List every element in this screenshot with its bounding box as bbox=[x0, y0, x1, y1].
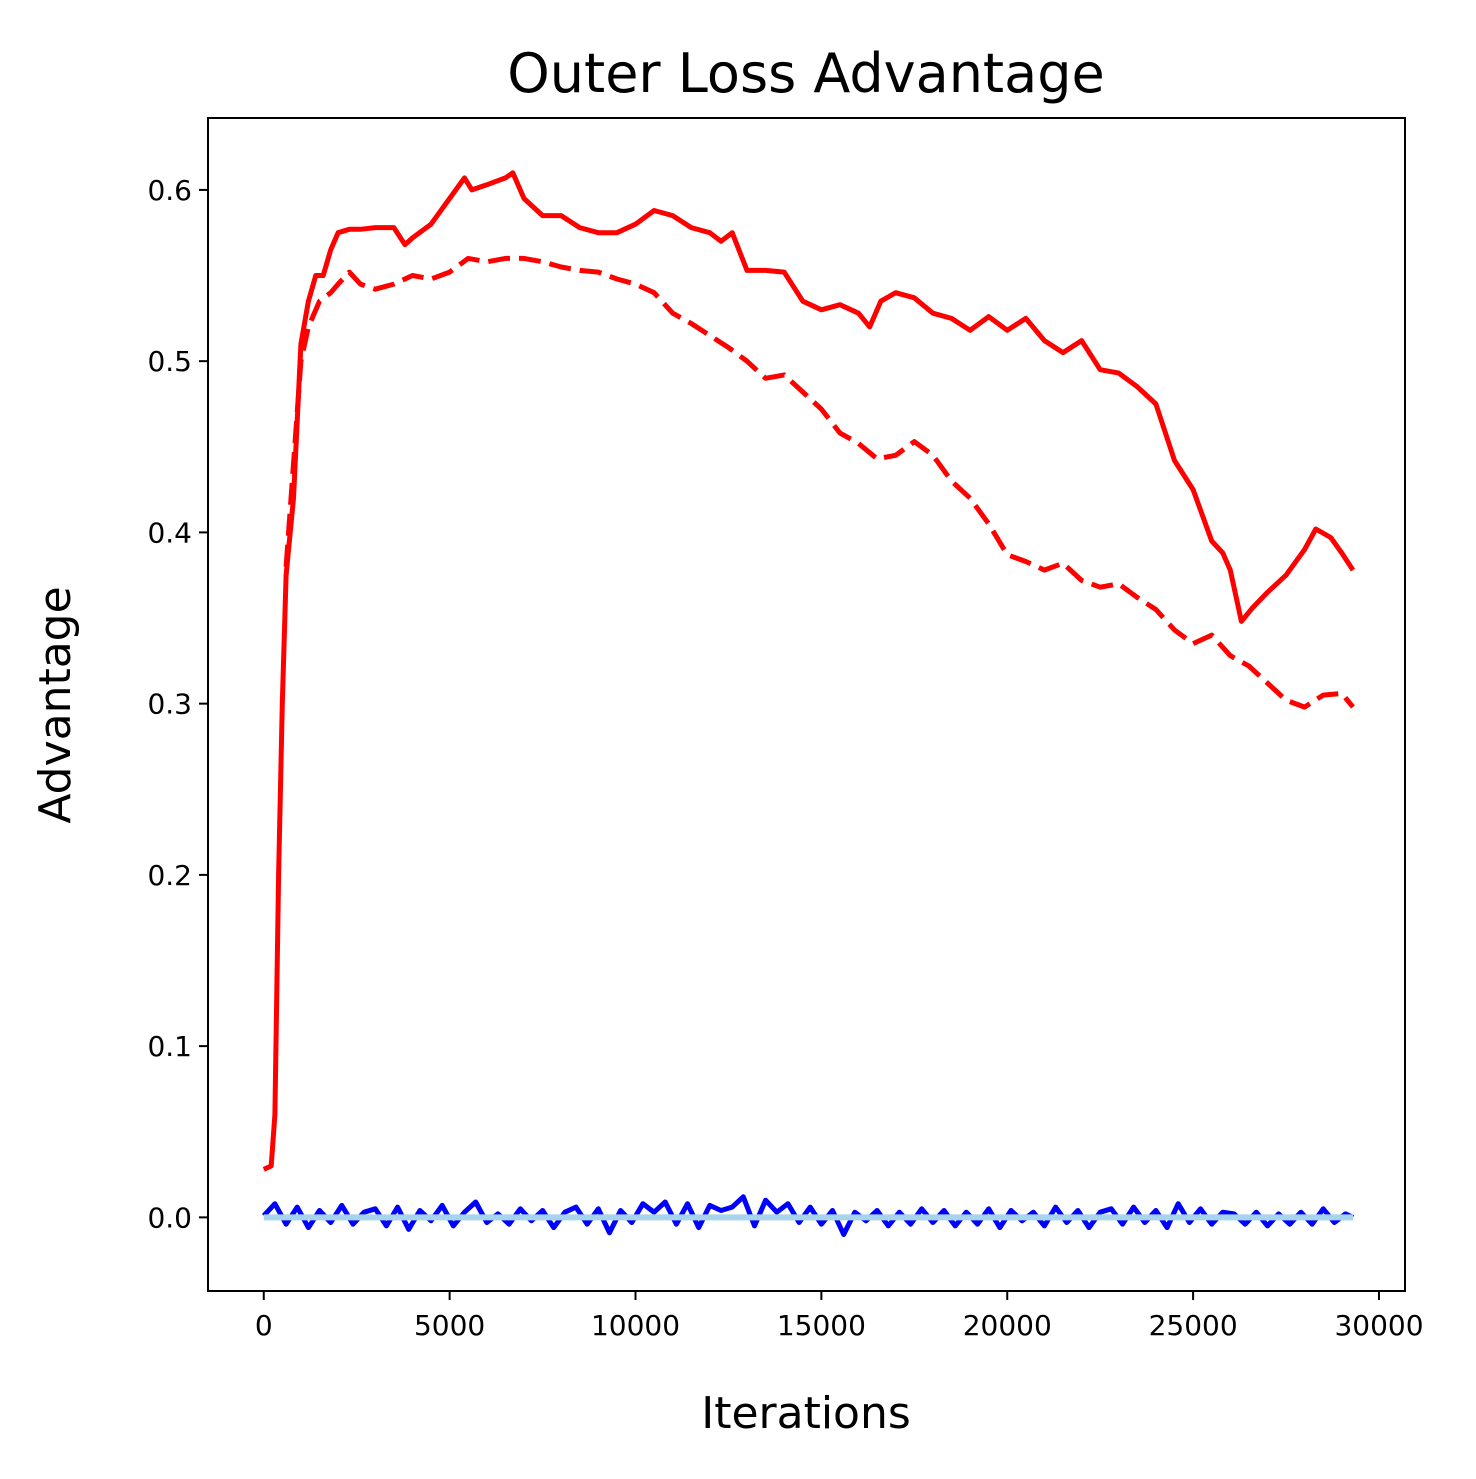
y-tick-label: 0.0 bbox=[147, 1201, 192, 1234]
plot-area bbox=[207, 117, 1406, 1292]
y-tick-label: 0.1 bbox=[147, 1030, 192, 1063]
y-tick-label: 0.2 bbox=[147, 859, 192, 892]
x-tick-label: 25000 bbox=[1149, 1309, 1238, 1342]
x-tick-label: 20000 bbox=[963, 1309, 1052, 1342]
y-axis-label: Advantage bbox=[30, 586, 81, 823]
y-tick-label: 0.6 bbox=[147, 174, 192, 207]
x-tick-label: 15000 bbox=[777, 1309, 866, 1342]
y-axis-ticks: 0.0 0.1 0.2 0.3 0.4 0.5 0.6 bbox=[147, 174, 208, 1234]
x-axis-ticks: 0 5000 10000 15000 20000 25000 30000 bbox=[255, 1291, 1424, 1342]
series-line-dashed-red bbox=[283, 255, 1355, 710]
x-axis-label: Iterations bbox=[701, 1388, 911, 1439]
x-tick-label: 10000 bbox=[591, 1309, 680, 1342]
x-tick-label: 5000 bbox=[414, 1309, 485, 1342]
y-tick-label: 0.5 bbox=[147, 345, 192, 378]
series-line-solid-red bbox=[262, 170, 1356, 1172]
x-tick-label: 30000 bbox=[1334, 1309, 1423, 1342]
series-layer bbox=[261, 170, 1356, 1237]
y-tick-label: 0.3 bbox=[147, 688, 192, 721]
y-tick-label: 0.4 bbox=[147, 516, 192, 549]
series-line-blue bbox=[261, 1194, 1355, 1237]
x-tick-label: 0 bbox=[255, 1309, 273, 1342]
chart-title: Outer Loss Advantage bbox=[507, 42, 1104, 105]
